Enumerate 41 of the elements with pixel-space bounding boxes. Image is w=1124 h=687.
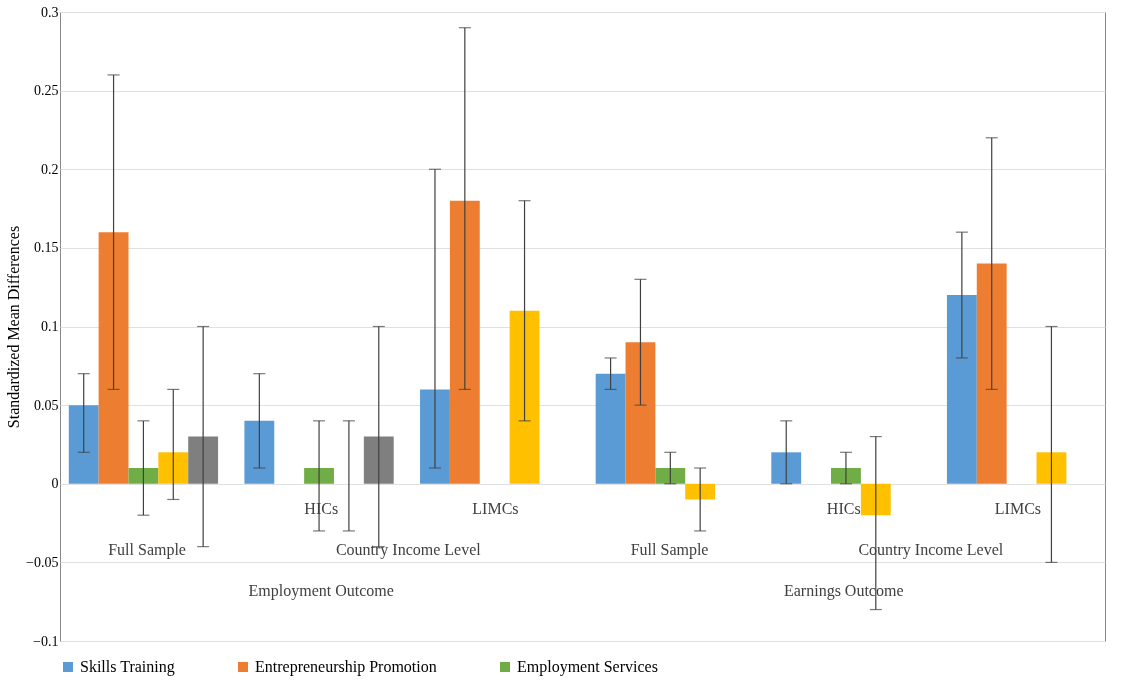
bar [449,200,480,484]
y-tick-label: 0.2 [41,161,59,177]
y-tick-label: −0.1 [33,633,59,649]
y-axis-title: Standardized Mean Differences [5,225,23,429]
annotation: Country Income Level [335,540,482,559]
y-tick-label: −0.05 [26,554,59,570]
bar [68,405,99,484]
x-tick-label: LIMCs [994,499,1042,517]
y-tick-label: 0.3 [41,4,59,20]
bar [771,452,802,484]
x-tick-label: HICs [826,499,861,517]
y-tick-label: 0.1 [41,319,59,334]
y-tick-label: 0.05 [34,397,59,413]
legend-label: Employment Services [517,658,658,676]
annotation: Employment Outcome [248,581,394,600]
bar [304,468,334,484]
y-tick-label: 0.25 [34,83,59,99]
bar [946,295,977,484]
bar [244,420,275,484]
bar [685,483,716,500]
bar [98,232,129,484]
bar [420,389,450,484]
bar [363,436,394,484]
bar [976,263,1007,484]
legend-label: Skills Training [80,658,175,676]
x-tick-label: LIMCs [472,499,519,517]
bar [188,436,219,484]
y-tick-label: 0.15 [34,240,59,256]
bar [128,468,159,484]
bar [860,483,891,516]
legend-label: Entrepreneurship Promotion [255,658,437,676]
x-tick-label: Full Sample [630,540,709,559]
bar [158,452,189,484]
x-tick-label: Full Sample [108,540,186,559]
bar [595,373,626,484]
bar [655,468,686,484]
bar [625,342,656,484]
y-tick-label: 0 [51,476,59,492]
bar [509,310,540,484]
bar [831,468,861,484]
bar [1036,452,1067,484]
